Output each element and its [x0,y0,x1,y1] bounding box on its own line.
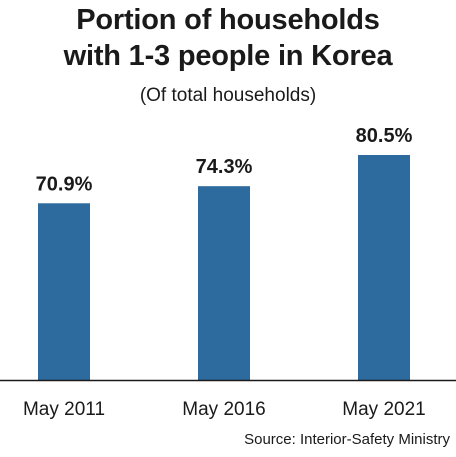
x-tick-label: May 2021 [342,399,425,420]
x-tick-label: May 2011 [23,399,105,420]
bar-may-2021 [358,155,410,380]
x-tick-label: May 2016 [182,399,265,420]
data-label: 80.5% [356,125,413,147]
bar-may-2016 [198,186,250,380]
chart-title-line-2: with 1-3 people in Korea [63,40,393,72]
chart-subtitle: (Of total households) [139,85,317,106]
bar-may-2011 [38,203,90,380]
data-label: 74.3% [196,156,253,178]
data-label: 70.9% [36,173,93,195]
source-note: Source: Interior-Safety Ministry [244,431,450,448]
chart-title-line-1: Portion of households [76,4,380,36]
chart-title: Portion of households with 1-3 people in… [0,2,456,74]
